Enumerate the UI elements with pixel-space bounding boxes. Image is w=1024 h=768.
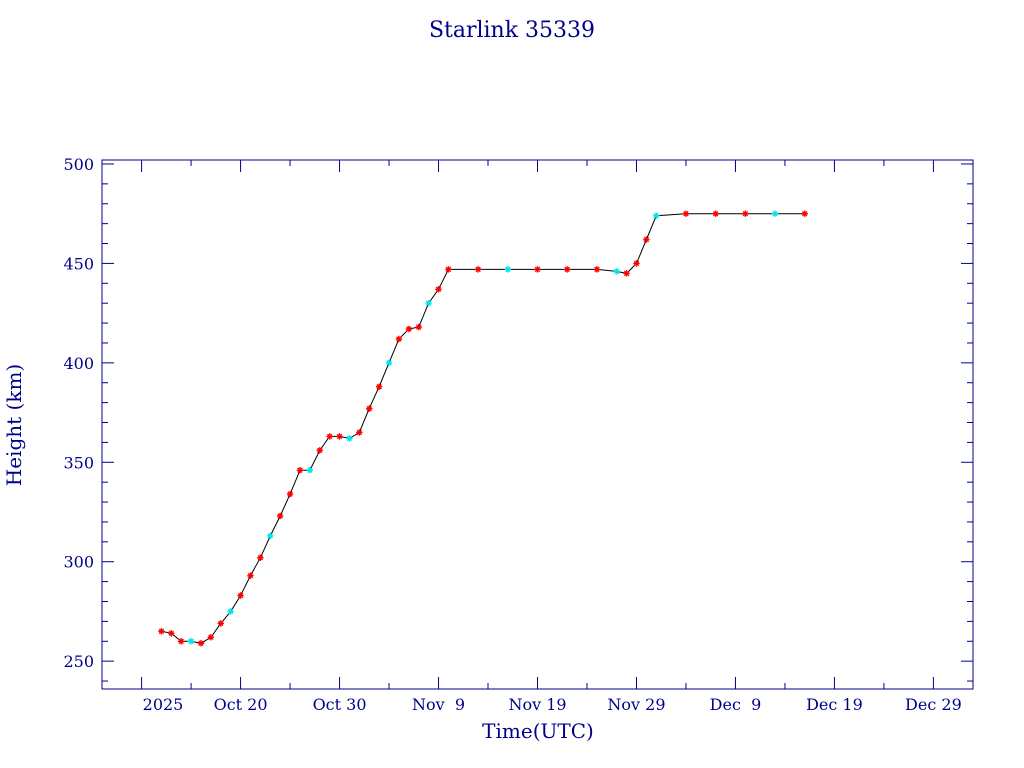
y-axis: 250 300 350 400 450 500 [63, 155, 973, 682]
data-point [385, 359, 393, 367]
x-axis-start-label: 2025 [143, 695, 184, 714]
x-tick-label: Nov 19 [508, 695, 566, 714]
data-point [474, 266, 482, 273]
data-point [425, 299, 432, 307]
x-tick-label: Dec 19 [806, 695, 863, 714]
y-axis-label: Height (km) [2, 364, 26, 486]
data-point [286, 490, 294, 498]
data-point [276, 512, 284, 520]
data-point [267, 532, 274, 540]
data-point [643, 236, 650, 243]
y-tick-label: 350 [63, 453, 94, 472]
series-group [158, 210, 808, 647]
data-point [346, 435, 353, 442]
x-axis: Oct 20 Oct 30 Nov 9 Nov 19 Nov 29 Dec 9 Dec 19… [141, 160, 962, 714]
data-point [158, 628, 165, 635]
data-point [237, 592, 244, 599]
x-tick-label: Dec 9 [710, 695, 762, 714]
data-point [177, 638, 185, 645]
data-point [207, 634, 215, 641]
data-point [257, 554, 264, 561]
data-point [395, 335, 403, 343]
data-point [316, 447, 323, 454]
data-point [563, 266, 571, 273]
data-point [187, 638, 195, 645]
data-point [217, 620, 224, 627]
x-tick-label: Oct 20 [214, 695, 268, 714]
data-point [771, 210, 779, 217]
data-point [306, 467, 314, 474]
y-tick-label: 500 [63, 155, 94, 174]
data-point [593, 266, 601, 273]
data-point [296, 467, 304, 474]
y-tick-label: 250 [63, 652, 94, 671]
data-point [504, 266, 512, 273]
data-point [356, 429, 363, 436]
x-axis-label: Time(UTC) [482, 719, 594, 743]
data-point [326, 433, 333, 440]
y-tick-label: 400 [63, 354, 94, 373]
data-point [801, 210, 808, 217]
data-point [653, 212, 660, 219]
data-point [633, 260, 640, 267]
data-point [247, 572, 254, 579]
x-tick-label: Oct 30 [313, 695, 367, 714]
data-point [405, 325, 413, 333]
data-point [336, 433, 343, 440]
y-tick-label: 450 [63, 254, 94, 273]
series-line [161, 213, 805, 644]
data-point [712, 210, 719, 217]
data-point [742, 210, 749, 217]
data-point [197, 640, 205, 647]
x-tick-label: Nov 9 [412, 695, 465, 714]
data-point [227, 608, 234, 615]
data-point [534, 266, 541, 273]
x-tick-label: Nov 29 [607, 695, 665, 714]
data-point [682, 210, 690, 217]
data-point [613, 268, 620, 275]
x-tick-label: Dec 29 [905, 695, 962, 714]
data-point [168, 630, 175, 637]
data-point [415, 323, 422, 331]
data-point [435, 286, 442, 293]
data-point [366, 405, 373, 412]
data-point [623, 270, 630, 277]
chart-title: Starlink 35339 [429, 18, 595, 43]
data-point [445, 266, 452, 273]
data-point [375, 383, 383, 390]
y-tick-label: 300 [63, 553, 94, 572]
